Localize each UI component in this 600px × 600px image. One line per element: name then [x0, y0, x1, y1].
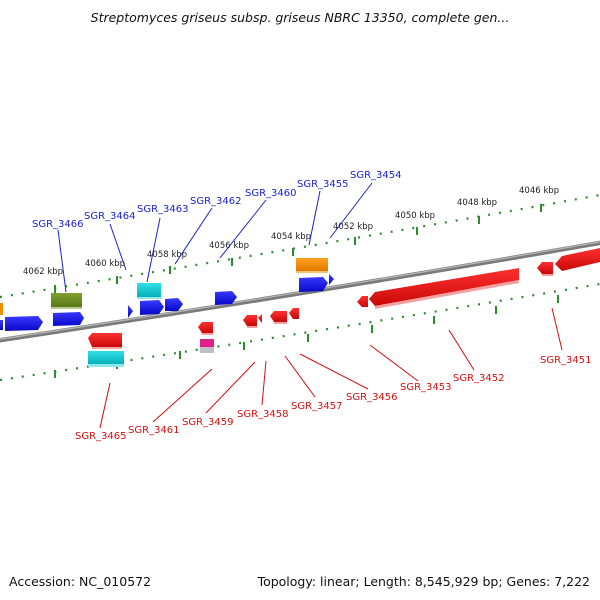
scale-label: 4048 kbp: [457, 198, 497, 208]
gene-arrow: [5, 316, 43, 331]
gene-arrow: [357, 296, 368, 307]
gene-arrow: [369, 268, 519, 306]
scale-label: 4062 kbp: [23, 267, 63, 277]
bottom-strand-rna-features[interactable]: [88, 339, 214, 367]
rna-feature-magenta: [200, 339, 214, 347]
gene-label: SGR_3455: [297, 179, 349, 190]
gene-label: SGR_3454: [350, 170, 402, 181]
gene-label: SGR_3453: [400, 382, 452, 393]
top-label-leaders: [57, 182, 373, 293]
gene-label: SGR_3460: [245, 188, 297, 199]
gene-label: SGR_3456: [346, 392, 398, 403]
gene-arrow: [128, 305, 133, 318]
reverse-gene-shadows: [92, 274, 553, 349]
gene-arrow: [140, 300, 164, 315]
gene-arrow: [243, 315, 257, 326]
scale-ticks-top: [54, 204, 542, 293]
top-gene-labels[interactable]: SGR_3466 SGR_3464 SGR_3463 SGR_3462 SGR_…: [32, 170, 402, 230]
scale-label: 4052 kbp: [333, 222, 373, 232]
rna-feature-cyan: [137, 283, 161, 297]
top-strand-rna-features[interactable]: [0, 258, 328, 315]
scale-label: 4060 kbp: [85, 259, 125, 269]
gene-label: SGR_3459: [182, 417, 234, 428]
gene-arrow: [329, 274, 334, 285]
scale-label: 4050 kbp: [395, 211, 435, 221]
genome-backbone: [0, 240, 600, 343]
gene-arrow: [289, 308, 299, 319]
gene-arrow: [88, 333, 122, 347]
map-title: Streptomyces griseus subsp. griseus NBRC…: [90, 10, 510, 25]
gene-arrow: [537, 262, 553, 274]
gene-label: SGR_3466: [32, 219, 84, 230]
rna-feature-orange: [296, 258, 328, 271]
bottom-label-leaders: [99, 307, 563, 429]
gene-label: SGR_3451: [540, 355, 592, 366]
gene-arrow: [0, 320, 3, 330]
gene-label: SGR_3458: [237, 409, 289, 420]
gene-label: SGR_3465: [75, 431, 127, 442]
gene-arrow: [299, 277, 328, 292]
accession-text: Accession: NC_010572: [9, 574, 152, 589]
rna-feature-cyan: [88, 351, 124, 364]
gene-arrow: [555, 248, 600, 271]
scale-label: 4054 kbp: [271, 232, 311, 242]
gene-label: SGR_3461: [128, 425, 180, 436]
gene-arrow: [215, 291, 237, 305]
genome-backbone-highlight: [0, 241, 600, 340]
scale-label: 4058 kbp: [147, 250, 187, 260]
gene-label: SGR_3452: [453, 373, 505, 384]
bottom-gene-labels[interactable]: SGR_3465 SGR_3461 SGR_3459 SGR_3458 SGR_…: [75, 355, 592, 442]
gene-arrow: [53, 312, 84, 326]
rna-feature-orange-edge: [0, 303, 3, 315]
forward-genes[interactable]: [0, 274, 334, 331]
rna-feature-olive: [51, 293, 82, 307]
gene-label: SGR_3457: [291, 401, 343, 412]
gene-arrow: [165, 298, 183, 311]
genome-summary-text: Topology: linear; Length: 8,545,929 bp; …: [257, 574, 590, 589]
scale-ticks-bottom: [54, 295, 559, 378]
reverse-genes[interactable]: [88, 248, 600, 347]
gene-arrow: [198, 322, 213, 333]
gene-label: SGR_3463: [137, 204, 189, 215]
gene-arrow: [270, 311, 287, 322]
scale-label: 4046 kbp: [519, 186, 559, 196]
gene-arrow: [258, 314, 262, 323]
gene-label: SGR_3462: [190, 196, 242, 207]
gene-label: SGR_3464: [84, 211, 136, 222]
